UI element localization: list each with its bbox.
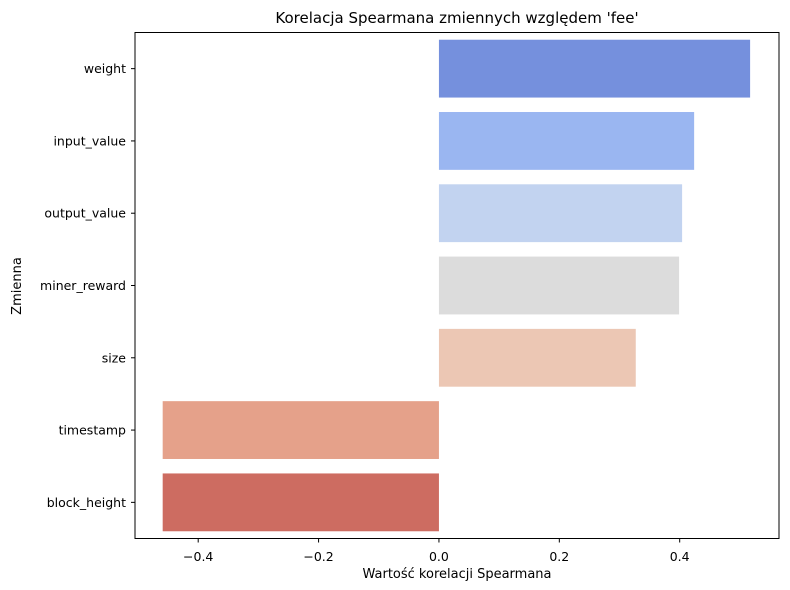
bar-block_height [162, 473, 439, 532]
y-tick-label: size [102, 350, 127, 365]
chart-title: Korelacja Spearmana zmiennych względem '… [275, 9, 638, 27]
bar-weight [438, 39, 751, 98]
bar-timestamp [162, 401, 439, 459]
x-axis-label: Wartość korelacji Spearmana [362, 567, 551, 582]
plot-frame [134, 32, 780, 539]
y-axis-label: Zmienna [10, 257, 25, 315]
y-tick-label: weight [84, 61, 126, 76]
y-ticks-layer: weight input_value output_value miner_rewar… [40, 61, 135, 510]
bar-output_value [438, 184, 683, 243]
bar-miner_reward [438, 256, 680, 315]
x-tick-label: 0.0 [429, 549, 449, 564]
x-tick-label: 0.2 [549, 549, 569, 564]
y-tick-label: input_value [53, 133, 126, 148]
y-tick-label: block_height [47, 495, 126, 510]
bar-size [438, 328, 636, 387]
bar-input_value [438, 112, 695, 170]
y-tick-label: output_value [44, 206, 126, 221]
y-tick-label: timestamp [59, 423, 126, 438]
x-tick-label: −0.2 [303, 549, 333, 564]
x-tick-label: −0.4 [183, 549, 213, 564]
bars-layer [162, 39, 751, 532]
x-ticks-layer: −0.4 −0.2 0.0 0.2 0.4 [183, 538, 690, 564]
x-tick-label: 0.4 [670, 549, 690, 564]
y-tick-label: miner_reward [40, 278, 126, 293]
